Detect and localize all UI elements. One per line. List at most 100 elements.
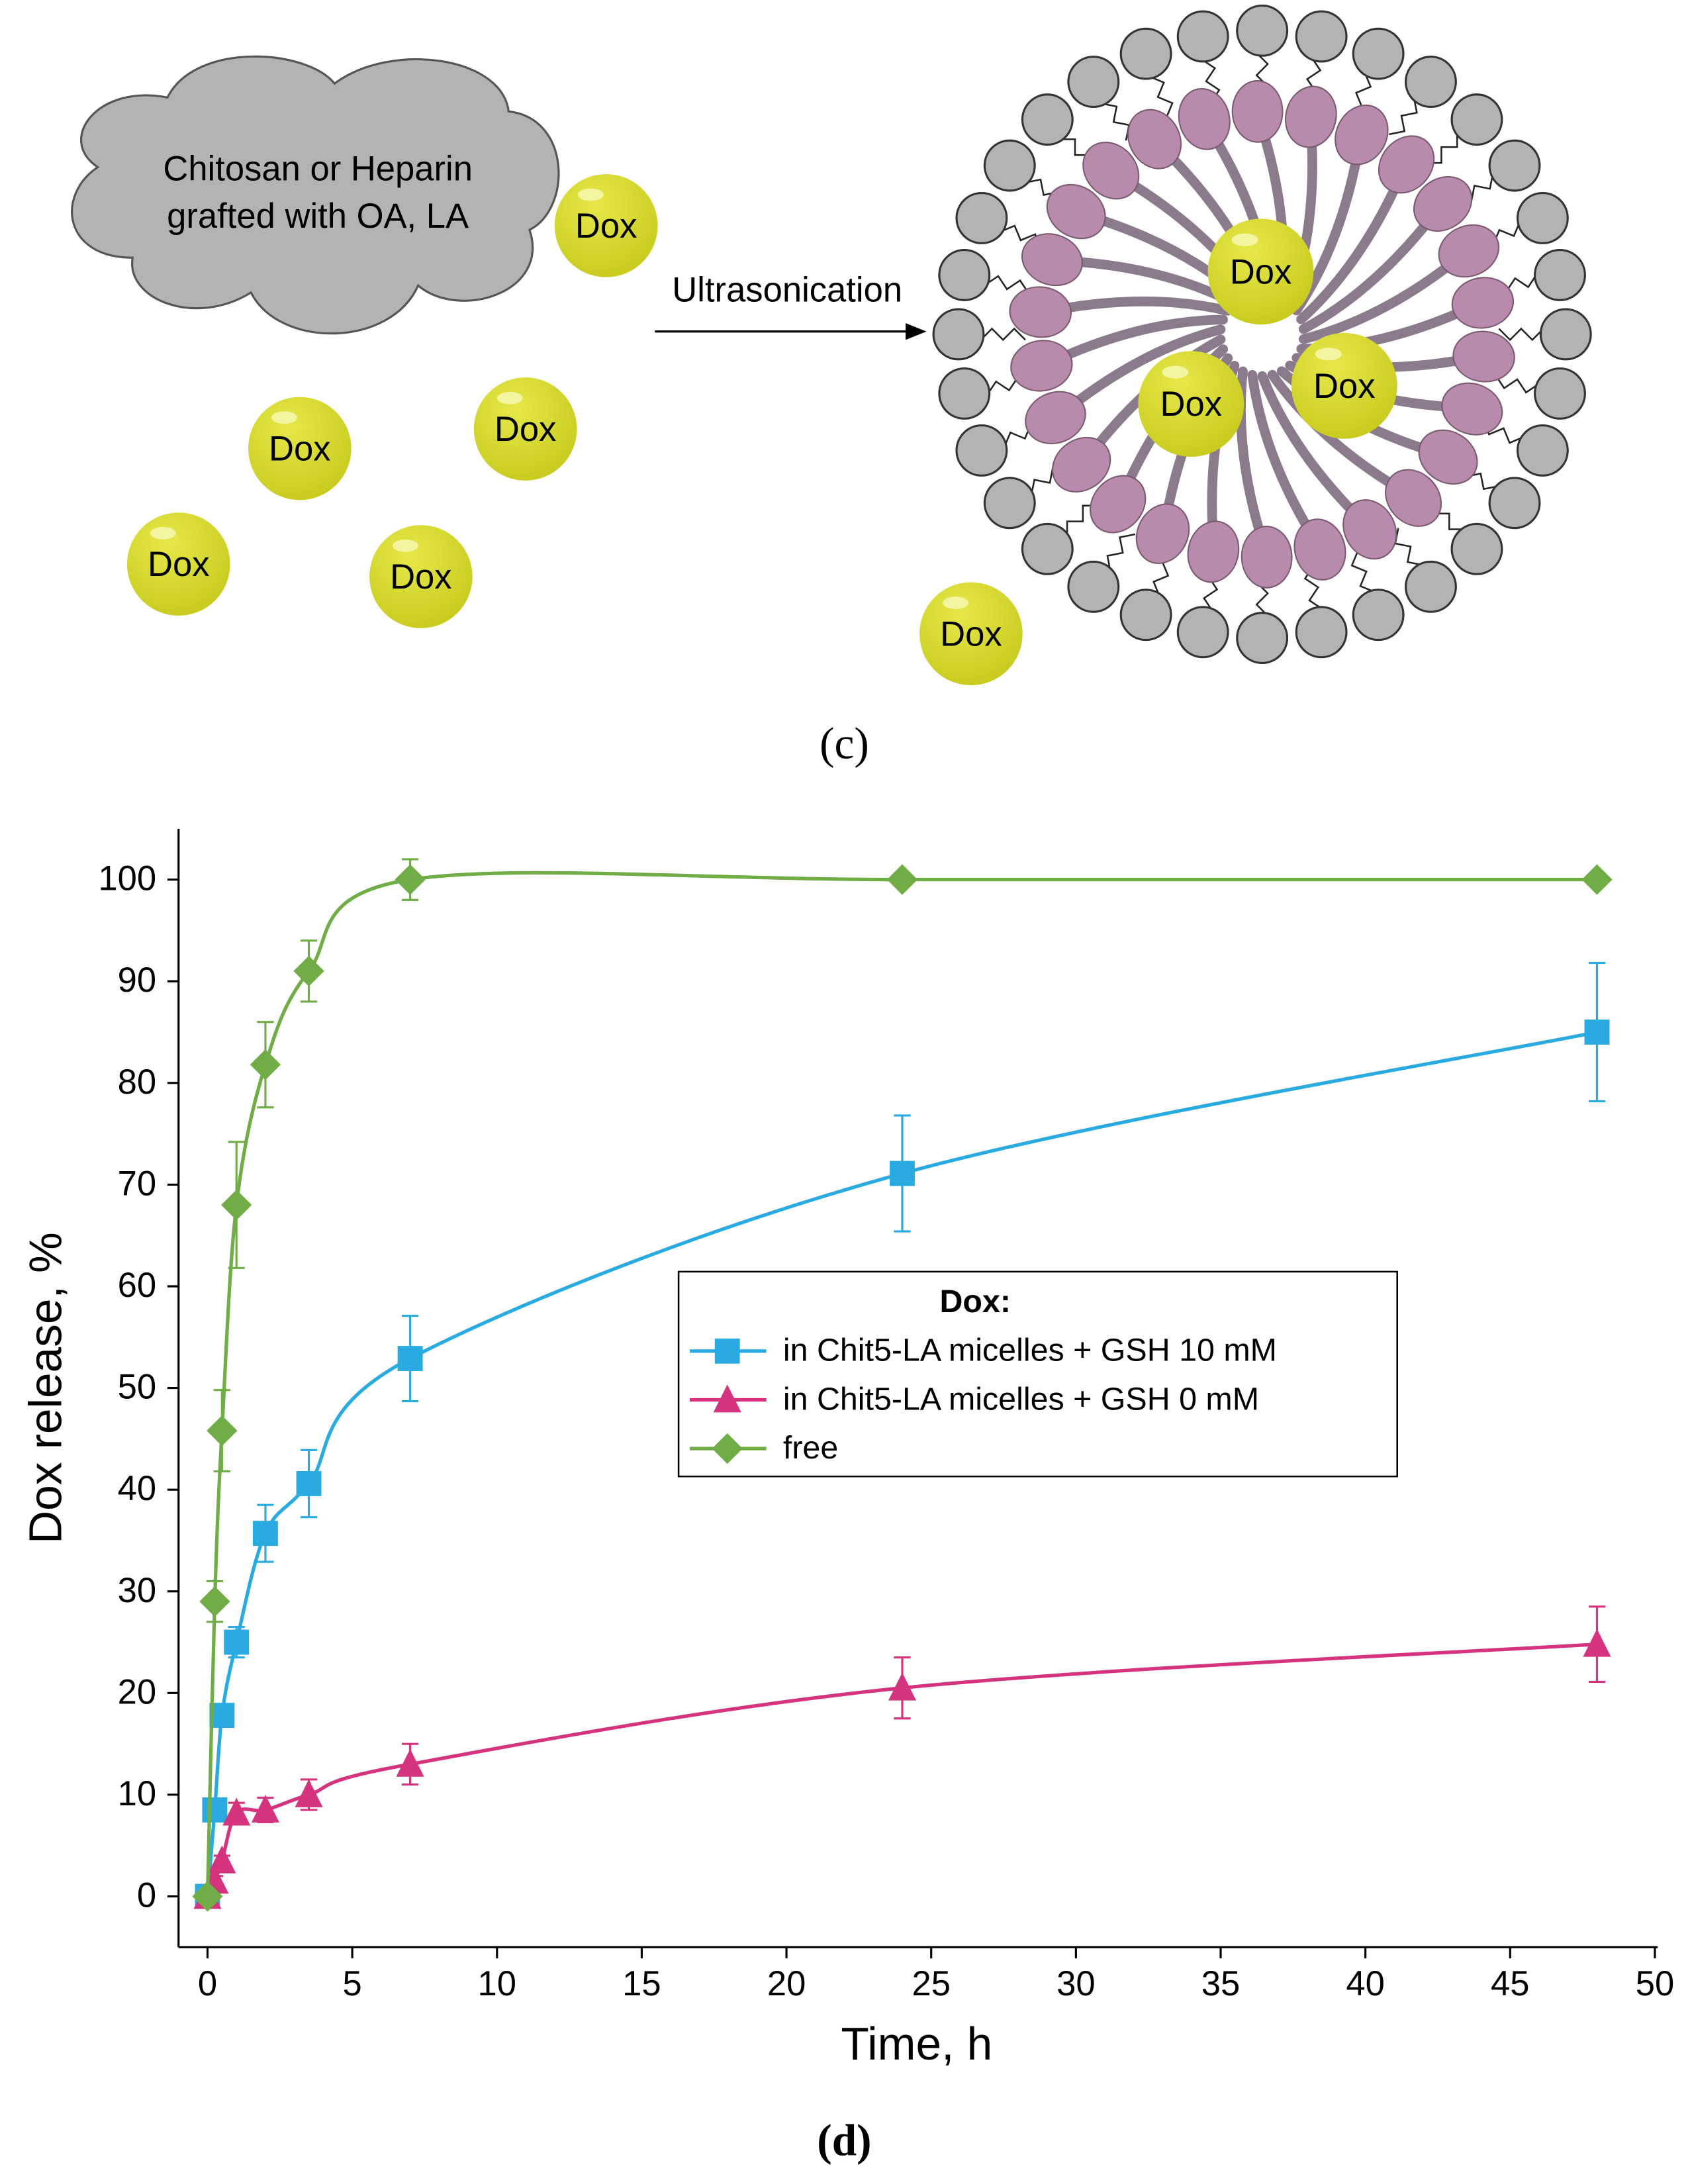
segment <box>1127 109 1182 169</box>
highlight <box>577 188 604 201</box>
x-axis-label: Time, h <box>841 2018 992 2069</box>
segment <box>1187 520 1240 583</box>
segment <box>1051 436 1111 493</box>
head <box>955 191 1008 244</box>
drug-label: Dox <box>575 207 637 246</box>
x-tick-label: 35 <box>1201 1964 1240 2003</box>
head <box>1021 522 1074 575</box>
head <box>1516 424 1569 477</box>
drug-sphere <box>369 525 473 628</box>
marker <box>890 1161 915 1186</box>
caption: (c) <box>820 718 869 768</box>
head <box>1450 522 1503 575</box>
highlight <box>1315 348 1342 361</box>
marker <box>192 1881 223 1912</box>
series-line <box>205 871 1597 1897</box>
y-tick-label: 50 <box>118 1368 156 1407</box>
legend-label: in Chit5-LA micelles + GSH 0 mM <box>783 1381 1259 1417</box>
marker <box>1581 864 1613 895</box>
segment <box>1451 277 1515 329</box>
x-tick-label: 5 <box>343 1964 362 2003</box>
chart: 0 10 20 30 40 50 60 70 80 90 100 0 5 10 15 20 25 30 35 40 45… <box>19 828 1674 2165</box>
drug-sphere <box>919 582 1023 686</box>
head <box>938 367 991 420</box>
marker <box>713 1384 741 1413</box>
head <box>1534 249 1586 301</box>
head <box>1295 606 1348 659</box>
y-tick-label: 60 <box>118 1266 156 1305</box>
cloud-label: Chitosan or Heparin <box>163 150 473 189</box>
drug-label: Dox <box>148 545 210 584</box>
marker <box>296 1471 322 1496</box>
x-tick-label: 50 <box>1636 1964 1674 2003</box>
marker <box>295 1779 323 1807</box>
y-axis-label: Dox release, % <box>19 1232 71 1544</box>
segment <box>1285 85 1337 148</box>
segment <box>1090 475 1147 534</box>
y-tick-label: 20 <box>118 1672 156 1711</box>
marker <box>714 1338 740 1364</box>
head <box>1067 560 1120 613</box>
segment <box>1010 340 1073 392</box>
head <box>1236 612 1289 665</box>
marker <box>886 864 918 895</box>
y-tick-label: 30 <box>118 1571 156 1610</box>
drug-label: Dox <box>940 614 1002 653</box>
y-tick-label: 100 <box>98 859 156 898</box>
y-tick-label: 0 <box>137 1876 156 1915</box>
highlight <box>496 391 523 404</box>
drug-sphere <box>126 512 230 616</box>
legend-label: free <box>783 1430 838 1466</box>
segment <box>1452 330 1515 383</box>
segment <box>1009 286 1072 338</box>
segment <box>1378 135 1435 194</box>
head <box>1119 589 1172 641</box>
segment <box>1413 175 1473 232</box>
head <box>983 477 1036 530</box>
head <box>955 424 1008 477</box>
segment <box>1025 391 1086 445</box>
y-tick-label: 40 <box>118 1469 156 1508</box>
highlight <box>271 411 297 424</box>
head <box>1176 606 1229 659</box>
x-tick-label: 10 <box>478 1964 516 2003</box>
marker <box>207 1415 238 1447</box>
arrow-label: Ultrasonication <box>672 271 902 310</box>
x-tick-label: 20 <box>767 1964 806 2003</box>
y-tick-label: 70 <box>118 1164 156 1203</box>
segment <box>1441 382 1503 436</box>
segment <box>1178 88 1231 150</box>
head <box>1352 589 1405 641</box>
drug-label: Dox <box>1313 367 1376 406</box>
legend-box <box>677 1270 1398 1478</box>
segment <box>1385 469 1442 527</box>
segment <box>1418 429 1478 485</box>
caption: (d) <box>817 2116 871 2165</box>
segment <box>1241 526 1293 589</box>
head <box>1021 93 1074 146</box>
highlight <box>1162 365 1189 379</box>
cloud: Chitosan or Heparin grafted with OA, LA <box>71 55 560 335</box>
drug-label: Dox <box>1160 385 1223 424</box>
y-tick-label: 80 <box>118 1063 156 1102</box>
drug-sphere <box>1138 351 1244 457</box>
cloud-label: grafted with OA, LA <box>167 197 469 236</box>
drug-sphere <box>1207 218 1314 325</box>
head <box>983 139 1036 192</box>
x-tick-label: 25 <box>912 1964 950 2003</box>
marker <box>208 1845 236 1874</box>
drug-label: Dox <box>269 430 331 469</box>
legend-label: in Chit5-LA micelles + GSH 10 mM <box>783 1333 1277 1368</box>
head <box>1236 4 1289 57</box>
head <box>1176 10 1229 63</box>
drug-sphere <box>1291 332 1397 439</box>
x-tick-label: 30 <box>1056 1964 1095 2003</box>
highlight <box>943 596 969 609</box>
marker <box>224 1629 250 1655</box>
segment <box>1438 224 1500 278</box>
marker <box>251 1794 279 1823</box>
x-tick-label: 0 <box>198 1964 217 2003</box>
drug-sphere <box>248 397 352 500</box>
segment <box>1231 80 1284 143</box>
